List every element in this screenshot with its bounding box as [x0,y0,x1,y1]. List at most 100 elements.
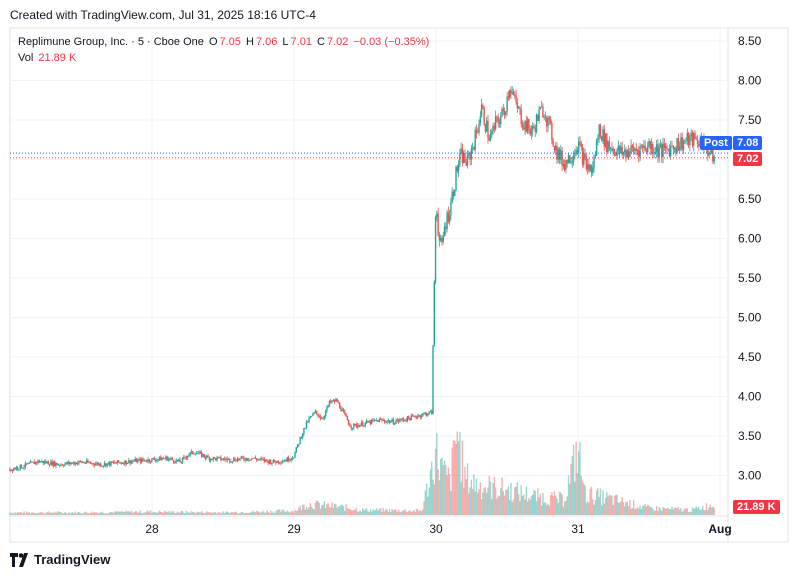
candle-body [385,421,387,423]
volume-bar [170,510,172,515]
candle-body [305,421,308,428]
volume-bar [46,512,48,515]
candle-body [441,237,443,242]
volume-bar [654,510,657,515]
candle-body [419,415,421,418]
volume-bar [364,509,366,515]
volume-bar [73,513,75,515]
candle-body [563,164,566,170]
volume-bar [11,512,14,515]
volume-bar [427,496,429,515]
volume-bar [485,492,488,515]
tradingview-logo[interactable]: TradingView [10,552,110,567]
volume-bar [94,512,97,515]
volume-bar [416,509,419,515]
candle-body [618,145,621,153]
volume-bar [690,511,692,515]
candle-body [661,144,663,157]
volume-bar [466,463,469,515]
candle-body [487,120,489,138]
candle-body [229,458,231,462]
volume-bar [558,491,561,515]
volume-bar [636,507,639,515]
volume-bar [450,491,452,515]
volume-bar [301,504,304,515]
volume-bar [276,510,278,515]
volume-bar [340,504,342,515]
candle-body [372,419,374,421]
volume-bar [537,488,539,515]
candle-body [374,419,377,421]
volume-bar [75,513,78,515]
candle-body [203,454,205,457]
volume-bar [252,510,254,515]
candle-body [75,462,78,465]
volume-bar [420,511,423,515]
volume-bar [645,506,648,515]
candle-body [47,461,50,465]
volume-bar [39,512,42,515]
candle-body [682,141,685,150]
volume-bar [498,496,501,515]
volume-bar [378,509,381,515]
candle-body [66,462,69,464]
volume-bar [270,510,272,515]
candle-body [158,456,161,460]
volume-bar [359,510,361,515]
candle-body [74,462,76,465]
candle-body [241,456,244,458]
candle-body [379,419,382,420]
volume-bar [540,505,543,515]
volume-bar [457,441,460,515]
volume-bar [561,494,563,515]
volume-bar [478,489,480,515]
candle-body [263,458,266,462]
candle-body [377,420,379,422]
candle-body [107,462,110,464]
volume-bar [703,509,705,515]
volume-bar [648,505,650,515]
volume-bar [626,502,628,515]
volume-bar [278,509,281,515]
volume-bar [534,490,536,515]
volume-bar [92,513,94,515]
volume-bar [224,513,226,515]
candle-body [221,459,223,461]
volume-bar [419,510,421,515]
candle-body [257,459,259,461]
volume-bar [356,511,359,515]
volume-bar [603,503,605,515]
candle-body [411,415,414,417]
candle-body [402,419,405,421]
volume-bar [119,512,121,515]
candle-body [281,461,283,463]
candle-body [330,400,332,403]
volume-bar [402,510,405,515]
candle-body [671,146,673,147]
volume-bar [50,512,52,515]
candle-body [599,124,602,137]
candle-body [9,469,11,471]
candle-body [624,149,626,153]
volume-bar [106,513,108,515]
volume-bar [673,507,676,515]
candle-body [650,144,653,150]
volume-bar [318,503,320,515]
volume-bar [349,509,351,515]
volume-bar [530,495,533,515]
volume-bar [263,512,266,515]
volume-bar [248,513,250,515]
volume-bar [483,487,485,515]
candle-body [636,150,639,152]
candle-body [15,467,18,470]
candle-body [575,149,577,155]
volume-bar [560,492,562,515]
candle-body [192,451,194,454]
volume-bar [462,487,465,515]
candle-body [410,415,412,421]
candle-body [391,419,393,422]
candle-body [238,458,240,460]
volume-bar [57,511,60,515]
candle-body [514,95,516,96]
